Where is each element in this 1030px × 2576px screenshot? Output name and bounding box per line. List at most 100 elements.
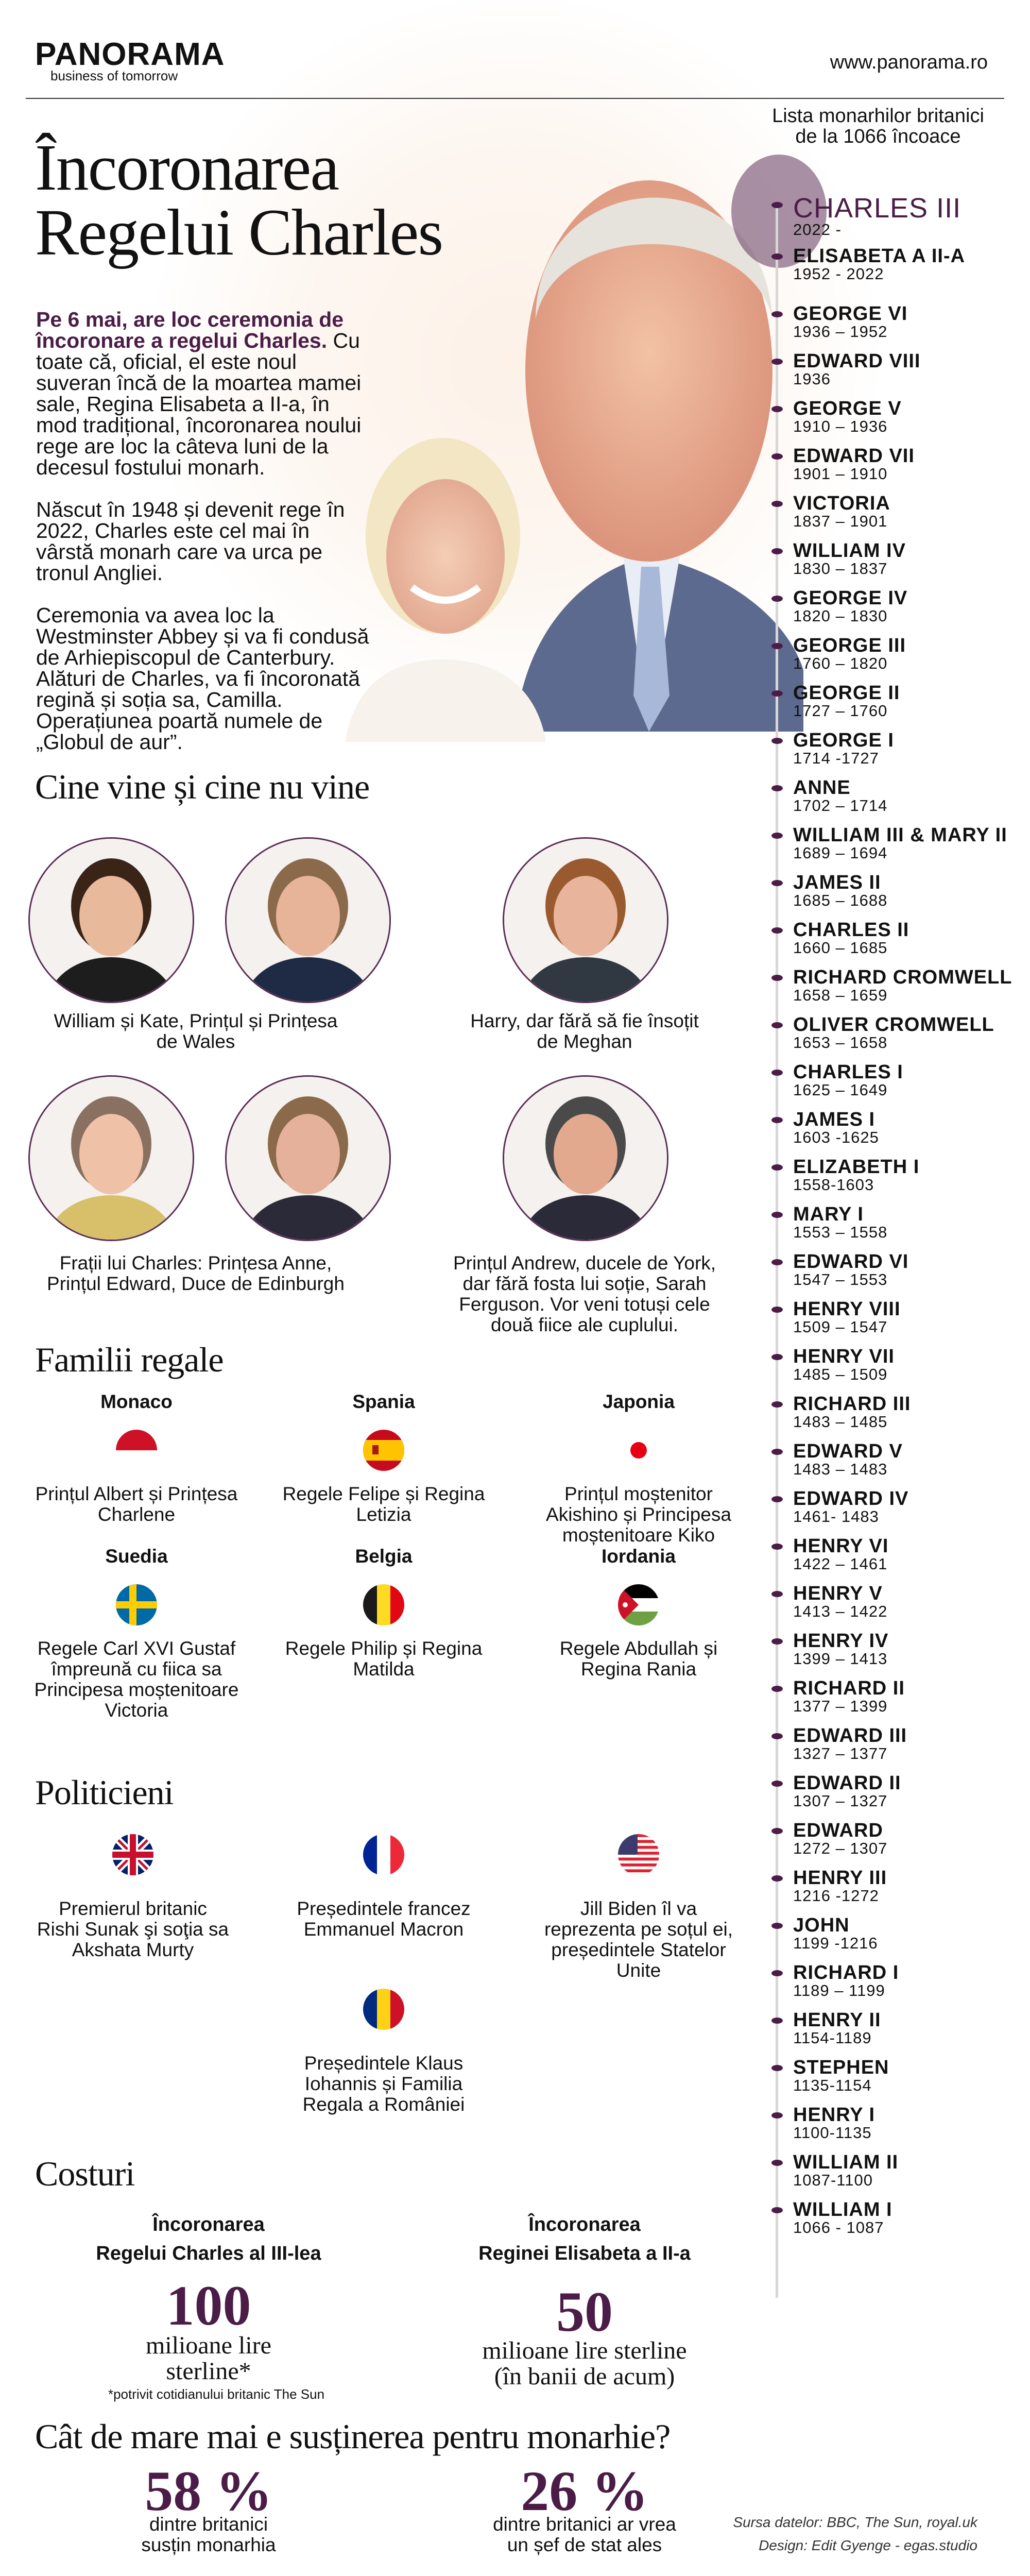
timeline-dot — [771, 643, 783, 649]
country-label: Japonia — [603, 1391, 675, 1412]
monarch-reign: 1553 – 1558 — [793, 1223, 888, 1241]
timeline-dot — [771, 1070, 783, 1076]
timeline-dot — [771, 1212, 783, 1218]
timeline-dot — [771, 1591, 783, 1597]
cost-charles-value: 100 — [166, 2274, 251, 2337]
monarch-name: CHARLES I — [793, 1061, 903, 1083]
cost-elizabeth-unit: milioane lire sterline (în banii de acum… — [440, 2338, 729, 2389]
timeline-dot — [771, 1449, 783, 1455]
monarch-entry: EDWARD II 1307 – 1327 — [771, 1773, 901, 1810]
timeline-dot — [771, 1164, 783, 1171]
timeline-dot — [771, 359, 783, 365]
japan-flag-icon — [618, 1430, 659, 1471]
monarch-reign: 1100-1135 — [793, 2124, 872, 2142]
monarch-reign: 1837 – 1901 — [793, 512, 888, 530]
monarch-name: RICHARD CROMWELL — [793, 967, 1012, 988]
monarch-entry: EDWARD VII 1901 – 1910 — [771, 446, 915, 482]
monarch-entry: OLIVER CROMWELL 1653 – 1658 — [771, 1015, 994, 1051]
monarch-name: WILLIAM II — [793, 2151, 899, 2173]
monarch-reign: 1199 -1216 — [793, 1934, 878, 1952]
monarch-reign: 1189 – 1199 — [793, 1981, 885, 1999]
monarch-name: GEORGE V — [793, 398, 902, 419]
politician-caption: Premierul britanic Rishi Sunak şi soţia … — [37, 1898, 229, 1960]
country-label: Suedia — [105, 1546, 168, 1567]
site-url[interactable]: www.panorama.ro — [830, 52, 988, 73]
monarch-entry: JAMES II 1685 – 1688 — [771, 873, 888, 909]
monarch-reign: 1558-1603 — [793, 1176, 874, 1194]
royal-guests-caption: Regele Carl XVI Gustaf împreună cu fiica… — [34, 1638, 239, 1721]
timeline-dot — [771, 2112, 783, 2119]
monarch-reign: 1422 – 1461 — [793, 1555, 888, 1573]
intro-paragraph-1-rest: Cu toate că, oficial, el este noul suver… — [36, 329, 362, 479]
timeline-dot — [771, 1022, 783, 1028]
queen-camilla-photo — [345, 438, 546, 742]
monarch-entry: HENRY VII 1485 – 1509 — [771, 1347, 895, 1383]
monarch-reign: 1936 – 1952 — [793, 323, 888, 341]
monarch-entry: JAMES I 1603 -1625 — [771, 1110, 879, 1146]
politician-caption: Președintele francez Emmanuel Macron — [297, 1898, 471, 1940]
monarch-name: HENRY V — [793, 1583, 883, 1604]
monarch-reign: 1660 – 1685 — [793, 939, 888, 957]
timeline-heading-line-1: Lista monarhilor britanici — [772, 105, 984, 127]
monarch-entry: ANNE 1702 – 1714 — [771, 778, 887, 814]
timeline-dot — [771, 1686, 783, 1692]
timeline-dot — [771, 1733, 783, 1739]
monarch-reign: 1685 – 1688 — [793, 891, 888, 909]
monarch-entry: GEORGE I 1714 -1727 — [771, 731, 894, 767]
monarch-entry: EDWARD V 1483 – 1483 — [771, 1440, 903, 1478]
monarch-entry: VICTORIA 1837 – 1901 — [771, 494, 890, 530]
cost-charles-sub2: Regelui Charles al III-lea — [96, 2243, 321, 2264]
monarch-reign: 1135-1154 — [793, 2076, 872, 2094]
monarch-name: WILLIAM III & MARY II — [793, 824, 1007, 846]
monarch-name: GEORGE III — [793, 635, 906, 656]
monarch-reign: 1377 – 1399 — [793, 1697, 888, 1715]
usa-flag-icon — [618, 1834, 659, 1875]
monarch-reign: 1307 – 1327 — [793, 1792, 888, 1810]
monarch-reign: 1399 – 1413 — [793, 1650, 888, 1668]
timeline-dot — [771, 1544, 783, 1550]
portrait-icon — [30, 1077, 193, 1240]
monarch-reign: 1485 – 1509 — [793, 1365, 888, 1383]
monarch-name: HENRY VIII — [793, 1298, 901, 1320]
panorama-logo[interactable]: PANORAMA — [35, 37, 225, 72]
monarch-name: GEORGE VI — [793, 303, 908, 325]
monarch-entry: EDWARD 1272 – 1307 — [771, 1821, 887, 1857]
timeline-dot — [771, 2160, 783, 2166]
monarch-entry: HENRY VI 1422 – 1461 — [771, 1536, 888, 1573]
intro-paragraph-1: Pe 6 mai, are loc ceremonia de încoronar… — [36, 309, 371, 478]
monarch-name: CHARLES III — [793, 193, 962, 224]
monarch-reign: 1327 – 1377 — [793, 1744, 888, 1762]
monarch-name: ELISABETA A II-A — [793, 245, 966, 267]
portrait-icon — [227, 1077, 389, 1240]
cost-charles-subtitle: Încoronarea Regelui Charles al III-lea — [64, 2210, 353, 2268]
monarch-entry: WILLIAM IV 1830 – 1837 — [771, 541, 906, 577]
monarch-reign: 1603 -1625 — [793, 1128, 879, 1146]
timeline-dot — [771, 927, 783, 934]
monarch-reign: 1625 – 1649 — [793, 1081, 888, 1099]
monarch-reign: 1727 – 1760 — [793, 702, 888, 720]
support-caption-2-line2: un șef de stat ales — [507, 2534, 662, 2555]
timeline-dot — [771, 253, 783, 260]
timeline-dot — [771, 1638, 783, 1645]
header-divider — [26, 98, 1004, 99]
monarch-name: EDWARD V — [793, 1440, 903, 1462]
monarch-entry: CHARLES III 2022 - — [771, 193, 962, 238]
monarch-name: ELIZABETH I — [793, 1156, 920, 1178]
timeline-dot — [771, 548, 783, 554]
country-label: Belgia — [355, 1546, 413, 1567]
monarch-entry: GEORGE VI 1936 – 1952 — [771, 303, 908, 341]
monarch-entry: RICHARD II 1377 – 1399 — [771, 1679, 905, 1715]
timeline-dot — [771, 1970, 783, 1976]
king-charles-photo — [515, 180, 803, 732]
timeline-dot — [771, 738, 783, 744]
monarch-entry: GEORGE III 1760 – 1820 — [771, 635, 906, 672]
kate-photo — [28, 837, 194, 1003]
cost-footnote: *potrivit cotidianului britanic The Sun — [108, 2386, 325, 2402]
monarch-reign: 1820 – 1830 — [793, 607, 888, 625]
guests-heading: Cine vine și cine nu vine — [35, 767, 370, 806]
politician-caption: Președintele Klaus Iohannis și Familia R… — [302, 2053, 465, 2115]
monarch-entry: MARY I 1553 – 1558 — [771, 1205, 888, 1241]
guest-caption: Prințul Andrew, ducele de York, dar fără… — [453, 1252, 716, 1335]
monarch-entry: RICHARD CROMWELL 1658 – 1659 — [771, 967, 1012, 1004]
timeline-dot — [771, 1307, 783, 1313]
